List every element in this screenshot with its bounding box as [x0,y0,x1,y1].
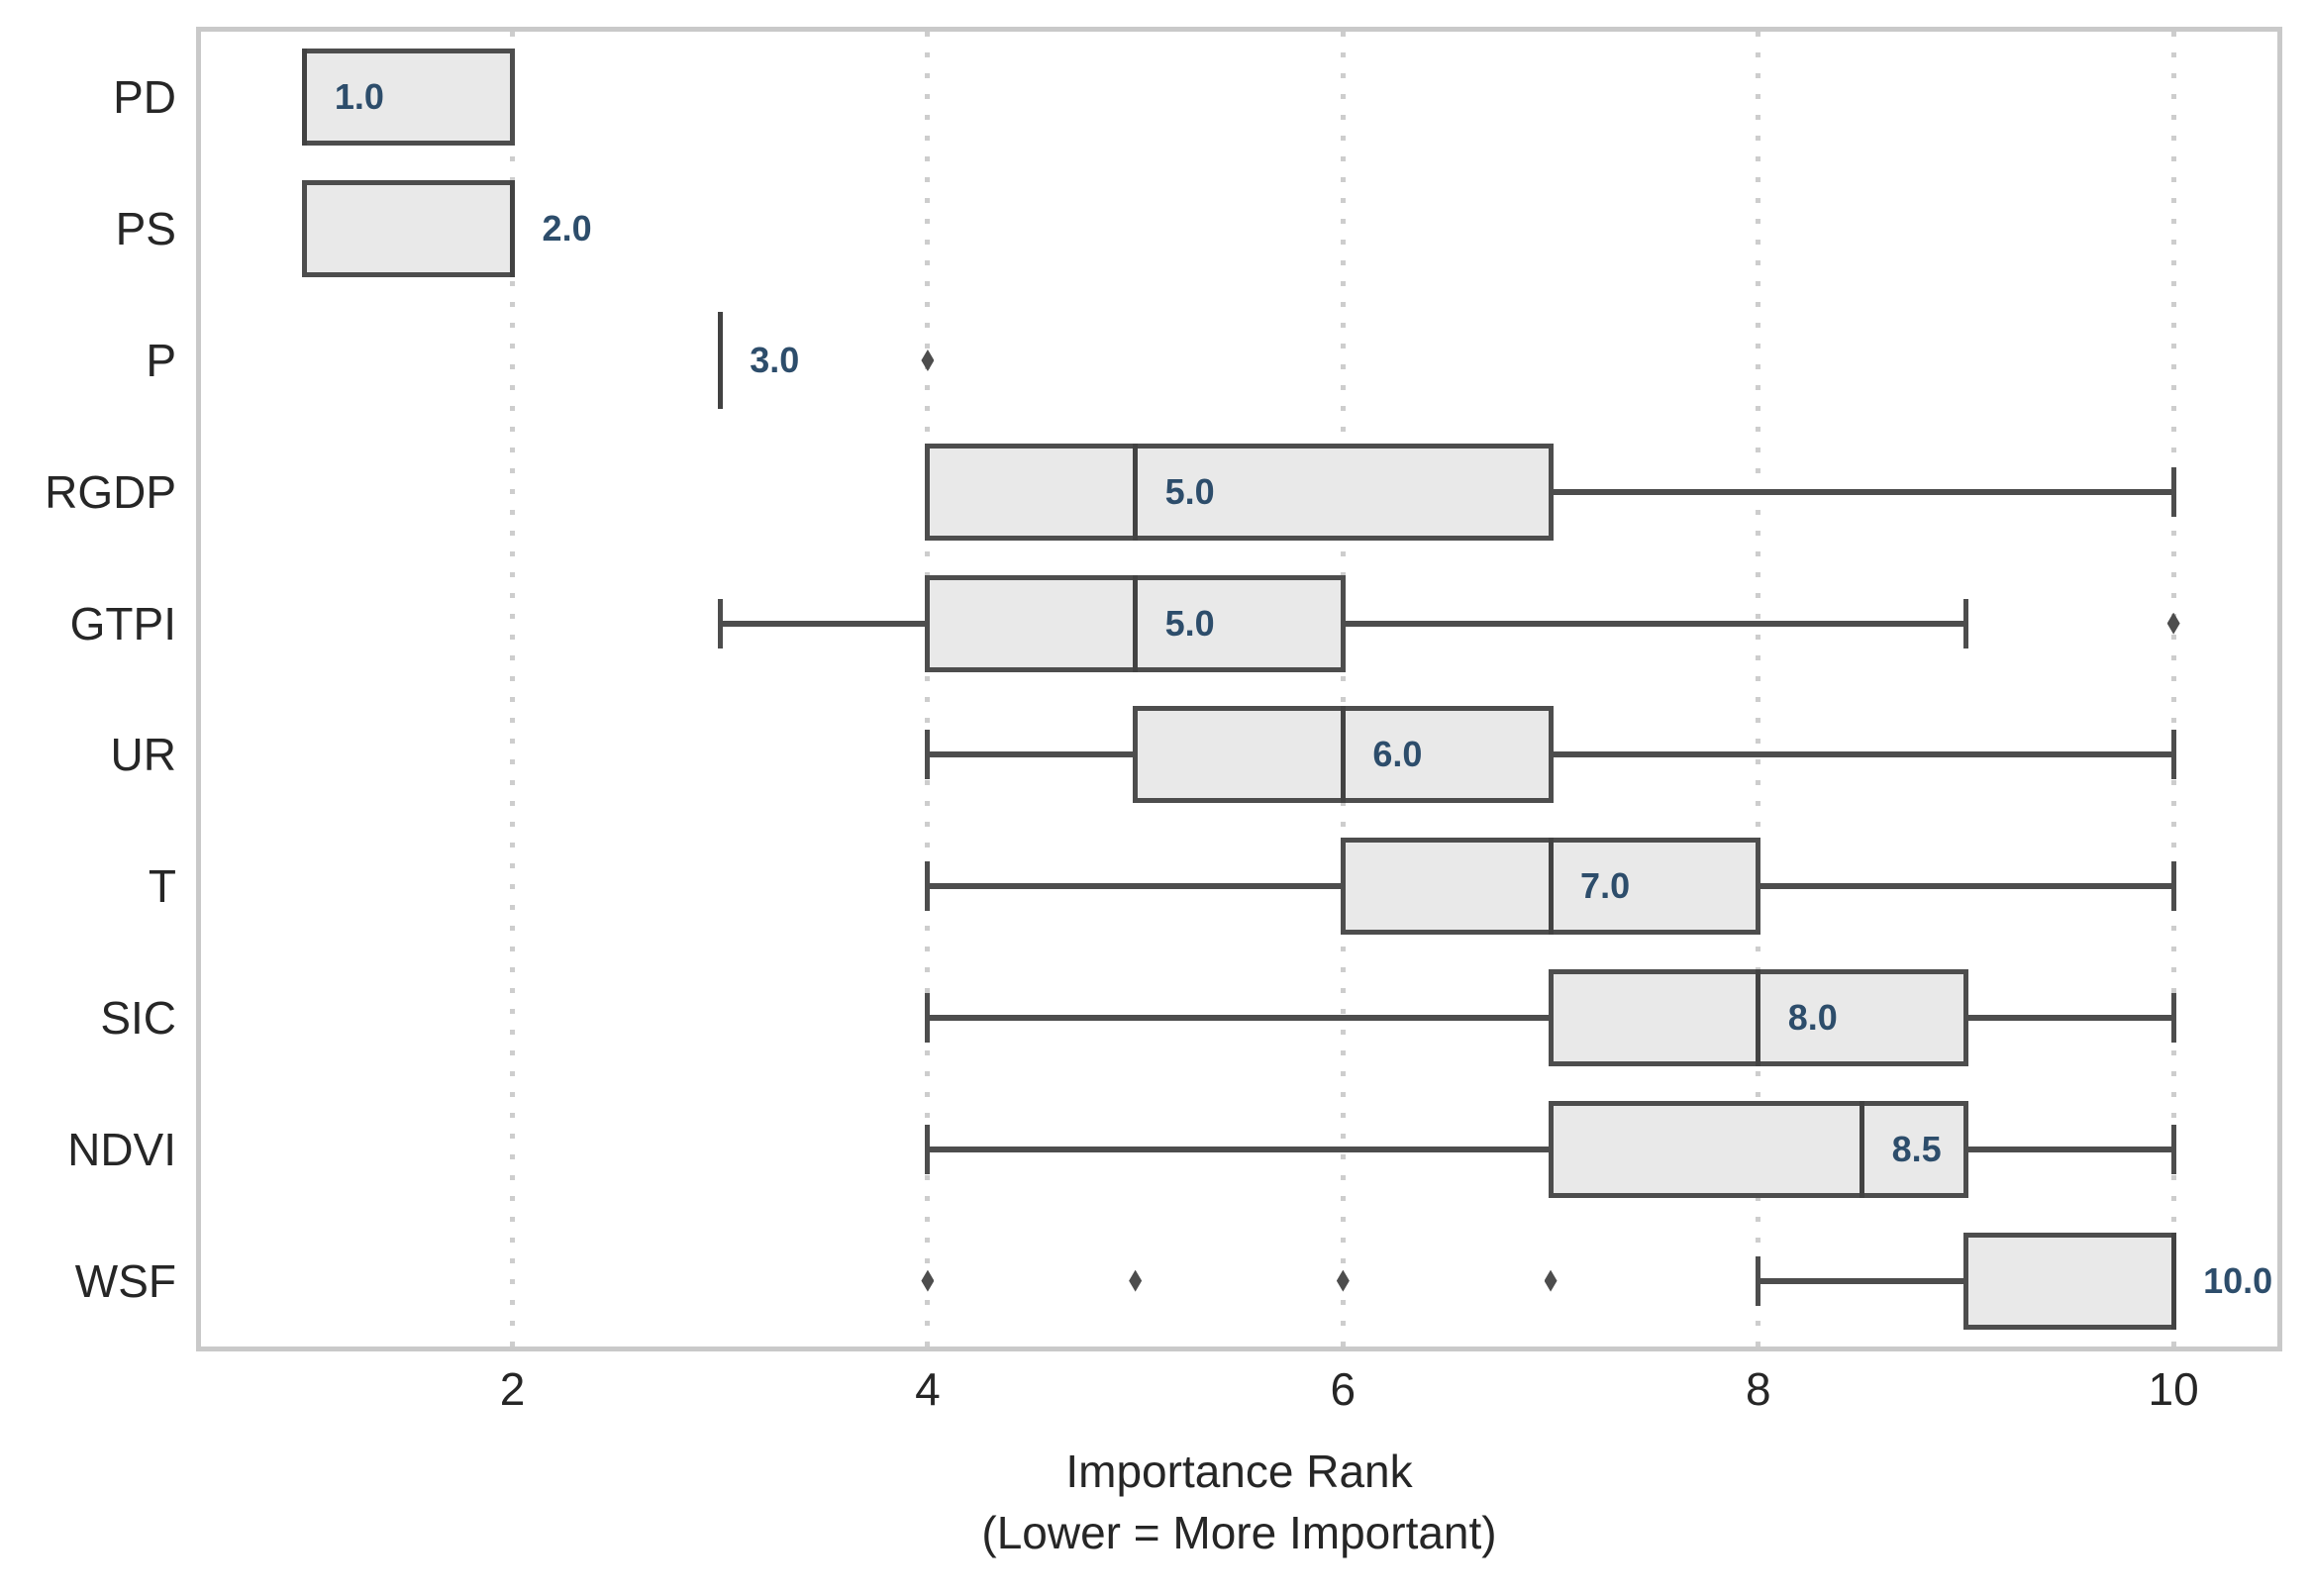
gridline-x-6 [1340,32,1346,1347]
median-line [717,312,723,409]
whisker-cap-low [925,1124,931,1174]
median-value-label: 1.0 [334,76,384,118]
box-pd [302,49,516,147]
median-line [2170,1232,2176,1330]
whisker-cap-high [2170,861,2176,912]
whisker-right [1965,1015,2174,1021]
whisker-left [927,751,1136,758]
whisker-right [1758,883,2174,890]
whisker-cap-high [2170,466,2176,517]
median-line [510,180,516,278]
y-tick-label: T [148,860,176,913]
y-tick-label: WSF [74,1254,176,1307]
outlier-marker [921,1269,935,1292]
whisker-cap-high [2170,1124,2176,1174]
whisker-cap-high [2170,993,2176,1043]
whisker-left [927,1146,1552,1152]
y-tick-label: GTPI [69,597,176,649]
outlier-marker [1129,1269,1143,1292]
whisker-right [1551,488,2174,495]
y-tick-label: RGDP [45,465,176,518]
median-value-label: 7.0 [1580,865,1631,907]
median-line [1340,706,1346,804]
box-ndvi [1548,1100,1968,1198]
outlier-marker [1336,1269,1350,1292]
gridline-x-4 [925,32,931,1347]
x-axis-label-line2: (Lower = More Important) [981,1507,1497,1558]
gridline-x-10 [2170,32,2176,1347]
y-tick-label: UR [110,729,176,781]
median-value-label: 5.0 [1164,602,1215,644]
x-tick-label: 6 [1330,1363,1357,1415]
whisker-cap-low [717,598,723,648]
median-line [1133,443,1139,541]
outlier-marker [1544,1269,1558,1292]
median-value-label: 3.0 [750,340,800,380]
whisker-left [720,620,928,627]
gridline-x-8 [1756,32,1761,1347]
box-wsf [1962,1232,2176,1330]
box-rgdp [925,443,1554,541]
whisker-cap-low [925,730,931,780]
whisker-right [1965,1146,2174,1152]
whisker-cap-high [1962,598,1968,648]
whisker-cap-low [925,861,931,912]
gridline-x-2 [510,32,516,1347]
plot-area: 1.0 2.0 3.0 5.0 5.0 6.0 7.0 8.0 8.5 10.0 [196,27,2282,1351]
whisker-right [1343,620,1966,627]
outlier-marker [2166,612,2180,635]
whisker-left [927,1015,1552,1021]
whisker-left [927,883,1344,890]
whisker-cap-high [2170,730,2176,780]
median-line [1133,574,1139,672]
median-value-label: 2.0 [542,208,592,249]
x-tick-label: 8 [1745,1363,1771,1415]
x-axis-label-line1: Importance Rank [1065,1446,1413,1497]
box-ps [302,180,516,278]
median-value-label: 8.5 [1891,1128,1942,1169]
median-line [1860,1100,1865,1198]
outlier-marker [921,349,935,371]
y-tick-label: P [146,335,176,386]
median-value-label: 5.0 [1164,470,1215,512]
median-value-label: 8.0 [1787,997,1838,1038]
x-tick-label: 4 [915,1363,941,1415]
whisker-left [1758,1277,1966,1284]
y-tick-label: PS [115,203,176,255]
x-tick-label: 10 [2148,1363,2199,1415]
median-line [302,49,308,147]
x-tick-label: 2 [499,1363,526,1415]
y-tick-label: PD [113,71,176,124]
median-value-label: 6.0 [1372,734,1423,775]
y-tick-label: NDVI [67,1123,176,1175]
whisker-right [1551,751,2174,758]
y-tick-label: SIC [100,992,176,1044]
median-value-label: 10.0 [2203,1259,2273,1301]
median-line [1756,969,1761,1066]
median-line [1548,838,1554,936]
whisker-cap-low [925,993,931,1043]
x-axis-label: Importance Rank (Lower = More Important) [201,1441,2277,1563]
whisker-cap-low [1756,1255,1761,1306]
